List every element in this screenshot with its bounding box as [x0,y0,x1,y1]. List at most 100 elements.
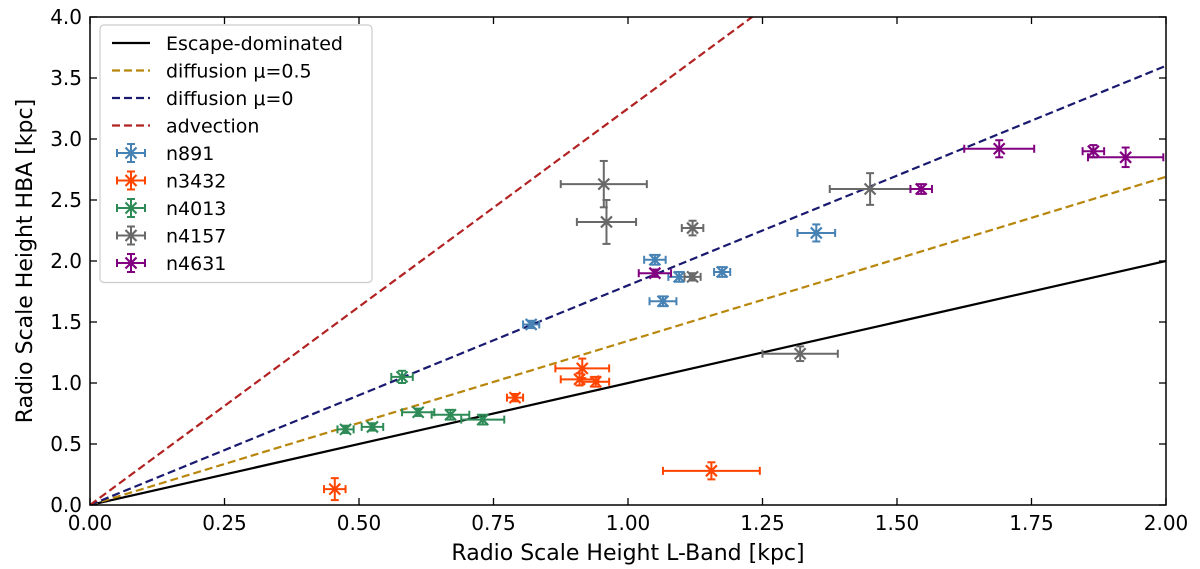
legend-label: diffusion μ=0 [166,88,293,110]
plot-area [90,17,1166,505]
x-marker [395,370,409,384]
x-tick-label: 1.00 [606,511,651,535]
x-marker [914,182,928,196]
data-point-n891-1 [643,253,667,267]
model-line-3 [90,17,755,505]
y-tick-label: 2.0 [50,249,82,273]
legend-x [124,174,138,187]
x-marker [575,362,589,375]
x-marker [1087,144,1100,158]
data-point-n891-4 [713,265,732,279]
x-marker [715,265,729,279]
data-point-n3432-5 [661,461,761,481]
data-point-n4157-3 [683,270,702,284]
data-point-n891-2 [648,294,678,308]
y-axis-label: Radio Scale Height HBA [kpc] [13,99,38,423]
legend-label: advection [166,116,259,138]
data-point-n3432-3 [554,357,611,380]
legend-label: n4631 [166,253,226,275]
x-tick-label: 1.50 [875,511,920,535]
legend-x [124,201,138,215]
data-point-n4157-4 [761,345,839,363]
x-marker [648,253,662,267]
data-point-n3432-0 [323,477,347,502]
axes: 0.00 0.25 0.50 0.75 1.00 1.25 1.50 1.75 2.00 0.0 0… [50,5,1188,535]
data-point-n4013-3 [401,406,436,419]
legend-x [124,229,138,242]
y-tick-label: 2.5 [50,188,82,212]
x-tick-label: 1.75 [1009,511,1054,535]
data-point-n4157-2 [680,219,705,237]
x-marker [672,270,686,284]
x-marker [411,406,425,419]
model-line-1 [90,175,1166,505]
y-tick-label: 0.0 [50,493,82,517]
model-line-0 [90,259,1166,505]
x-marker [863,182,877,196]
y-tick-label: 4.0 [50,5,82,29]
legend-label: n4157 [166,226,226,248]
legend-marker-swatch [116,225,146,246]
data-point-n891-0 [522,318,541,331]
x-marker [810,226,823,240]
data-point-n4013-1 [360,420,385,434]
data-point-n4631-1 [909,182,933,196]
data-point-n4157-5 [828,172,912,206]
x-marker [686,270,699,284]
x-marker [328,482,342,496]
data-point-n891-5 [796,223,837,243]
x-marker [686,221,699,235]
x-marker [339,423,352,436]
x-marker [589,375,602,389]
x-marker [524,318,538,331]
legend-label: n4013 [166,198,226,220]
data-point-n3432-4 [581,375,611,389]
x-axis-label: Radio Scale Height L-Band [kpc] [451,541,804,566]
data-point-n4013-2 [390,369,414,384]
legend-label: n3432 [166,171,226,193]
model-line-2 [90,64,1166,505]
data-point-n4013-5 [460,413,506,426]
legend-marker-swatch [116,143,146,163]
data-point-n4013-4 [430,408,471,421]
legend-x [124,256,138,270]
x-marker [648,266,662,280]
data-point-n4157-1 [575,199,638,245]
x-tick-label: 0.75 [471,511,516,535]
x-tick-label: 0.50 [337,511,382,535]
x-marker [444,408,457,421]
x-marker [366,420,379,434]
x-marker [1119,151,1132,164]
legend-x [124,146,138,160]
y-tick-label: 1.0 [50,371,82,395]
legend-marker-swatch [116,198,146,218]
data-point-n4631-2 [963,139,1036,159]
x-marker [992,142,1006,156]
x-tick-label: 2.00 [1144,511,1189,535]
x-marker [508,391,522,404]
x-marker [476,413,490,426]
legend-label: Escape-dominated [166,33,343,55]
data-point-n4013-0 [336,423,355,436]
x-tick-label: 0.25 [202,511,247,535]
y-tick-label: 1.5 [50,310,82,334]
x-tick-label: 1.25 [740,511,785,535]
data-point-n3432-1 [505,391,525,404]
x-marker [597,177,611,191]
y-tick-label: 0.5 [50,432,82,456]
legend-marker-swatch [116,253,146,273]
y-tick-label: 3.0 [50,127,82,151]
legend-marker-swatch [116,170,146,191]
x-marker [600,215,613,229]
data-point-n4631-3 [1081,144,1106,159]
legend-label: n891 [166,143,214,165]
x-tick-label: 0.00 [68,511,113,535]
x-marker [793,347,807,360]
x-marker [705,464,718,478]
data-point-n4631-4 [1086,146,1165,169]
legend-box [99,24,373,284]
data-point-n4631-0 [637,266,673,280]
x-marker [656,294,670,308]
legend: Escape-dominated diffusion μ=0.5 diffusion… [99,24,373,284]
